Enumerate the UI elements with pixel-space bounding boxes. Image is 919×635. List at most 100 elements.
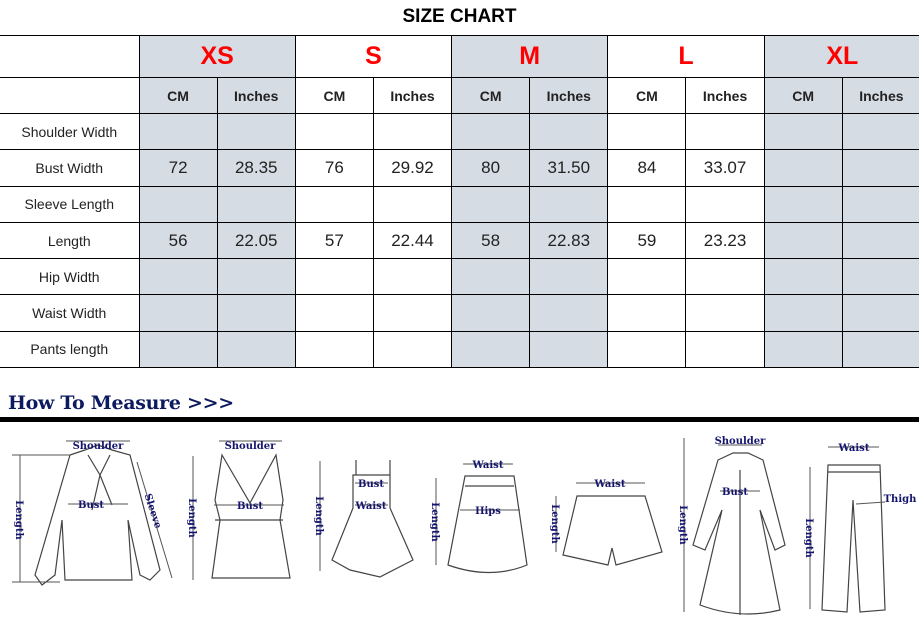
measurement-value: 84 — [607, 149, 687, 187]
size-header-xl: XL — [763, 35, 919, 78]
waist-label: Waist — [838, 443, 870, 454]
measurement-value — [841, 221, 919, 260]
table-row: Hip Width — [0, 258, 919, 296]
measurement-value — [685, 258, 765, 296]
length-label: Length — [677, 505, 688, 545]
size-label: S — [365, 42, 382, 70]
measurement-value: 22.44 — [372, 221, 453, 260]
size-header-l: L — [607, 35, 765, 78]
measurement-label: Hip Width — [0, 258, 140, 296]
measurement-value — [451, 258, 531, 296]
table-row: Shoulder Width — [0, 112, 919, 151]
measurement-value: 72 — [138, 149, 218, 187]
waist-label: Waist — [594, 479, 626, 490]
length-label: Length — [186, 498, 197, 538]
tank-top-figure: Shoulder Bust Length — [186, 440, 291, 580]
measurement-value — [841, 185, 919, 223]
measurement-value: 76 — [294, 149, 374, 187]
measurement-value — [685, 185, 765, 223]
size-header-xs: XS — [138, 35, 296, 78]
measurement-value — [841, 330, 919, 369]
unit-header: Inches — [685, 77, 765, 114]
size-label: XL — [826, 42, 859, 70]
size-label: M — [519, 42, 541, 70]
measurement-value — [763, 149, 843, 187]
size-label: L — [678, 42, 694, 70]
measurement-value: 23.23 — [685, 221, 765, 260]
measurement-value — [529, 294, 609, 332]
measurement-value — [216, 258, 296, 296]
table-row: Length 56 22.05 57 22.44 58 22.83 59 23.23 — [0, 221, 919, 260]
shoulder-label: Shoulder — [73, 441, 125, 452]
measurement-value — [294, 258, 374, 296]
measurement-value — [685, 330, 765, 369]
measurement-value: 29.92 — [372, 149, 453, 187]
divider — [0, 417, 919, 422]
measurement-value — [372, 294, 453, 332]
measurement-value — [294, 294, 374, 332]
blouse-figure: Shoulder Bust Length Sleeve — [12, 440, 173, 586]
measurement-value — [372, 112, 453, 151]
measurement-value — [294, 112, 374, 151]
measurement-label: Bust Width — [0, 149, 140, 187]
measurement-value — [607, 330, 687, 369]
measurement-value — [607, 294, 687, 332]
measurement-label: Length — [0, 221, 140, 260]
waist-label: Waist — [355, 501, 387, 512]
unit-header: Inches — [529, 77, 609, 114]
measurement-value: 56 — [138, 221, 218, 260]
bust-label: Bust — [722, 487, 748, 498]
measurement-value — [294, 185, 374, 223]
measurement-value — [138, 330, 218, 369]
table-row: Bust Width 72 28.35 76 29.92 80 31.50 84 33.07 — [0, 149, 919, 187]
shoulder-label: Shoulder — [225, 441, 277, 452]
measurement-value: 22.05 — [216, 221, 296, 260]
measurement-value: 33.07 — [685, 149, 765, 187]
coat-figure: Shoulder Bust Length — [677, 436, 786, 615]
measurement-value: 31.50 — [529, 149, 609, 187]
measurement-value — [763, 185, 843, 223]
corner-cell — [0, 35, 140, 78]
measurement-value — [763, 221, 843, 260]
unit-header: CM — [763, 77, 843, 114]
measurement-value: 59 — [607, 221, 687, 260]
length-label: Length — [803, 518, 814, 558]
unit-header: CM — [607, 77, 687, 114]
unit-header: Inches — [372, 77, 453, 114]
length-label: Length — [313, 496, 324, 536]
measurement-value — [216, 330, 296, 369]
unit-header: Inches — [216, 77, 296, 114]
measurement-value — [685, 112, 765, 151]
waist-label: Waist — [472, 460, 504, 471]
measurement-value — [607, 112, 687, 151]
measurement-label: Pants length — [0, 330, 140, 369]
measurement-value — [451, 112, 531, 151]
measurement-label: Sleeve Length — [0, 185, 140, 223]
skirt-figure: Waist Hips Length — [429, 460, 528, 574]
measurement-value — [372, 330, 453, 369]
measurement-value: 22.83 — [529, 221, 609, 260]
measurement-value — [841, 294, 919, 332]
table-row: Sleeve Length — [0, 185, 919, 223]
shoulder-label: Shoulder — [715, 436, 767, 447]
bust-label: Bust — [358, 479, 384, 490]
measurement-value — [763, 112, 843, 151]
length-label: Length — [13, 500, 24, 540]
measurement-value — [216, 112, 296, 151]
size-chart-table: XS S M L XL CM Inches CM Inches CM Inches CM Inches C… — [0, 35, 919, 369]
table-row: Waist Width — [0, 294, 919, 332]
measurement-value: 80 — [451, 149, 531, 187]
thigh-label: Thigh — [884, 494, 918, 505]
measurement-value — [451, 330, 531, 369]
unit-header: CM — [451, 77, 531, 114]
shorts-figure: Waist Length — [549, 479, 663, 566]
measurement-value — [372, 258, 453, 296]
measurement-value — [841, 149, 919, 187]
measurement-value: 58 — [451, 221, 531, 260]
measurement-value — [763, 330, 843, 369]
measurement-value — [216, 185, 296, 223]
length-label: Length — [549, 504, 560, 544]
measurement-value — [685, 294, 765, 332]
unit-header: CM — [294, 77, 374, 114]
measurement-value — [607, 185, 687, 223]
